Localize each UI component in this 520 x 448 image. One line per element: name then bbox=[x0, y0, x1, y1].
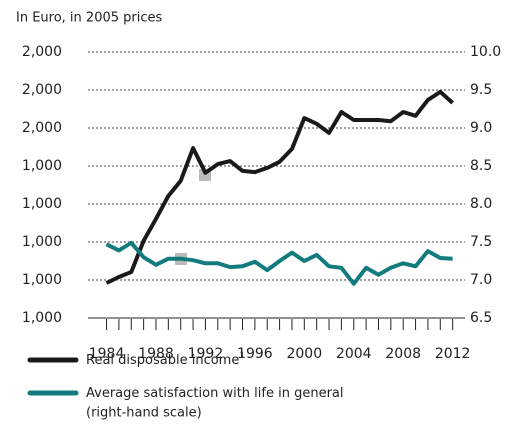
y2-tick-label: 9.5 bbox=[470, 82, 492, 98]
legend-label: Average satisfaction with life in genera… bbox=[86, 386, 344, 401]
y2-tick-label: 6.5 bbox=[470, 310, 492, 326]
y-tick-label: 1,000 bbox=[22, 158, 62, 174]
x-tick-label: 1996 bbox=[237, 346, 273, 362]
y-tick-label: 1,000 bbox=[22, 234, 62, 250]
legend-name: Real disposable income bbox=[86, 353, 239, 368]
y-tick-label: 2,000 bbox=[22, 44, 62, 60]
x-tick-label: 2008 bbox=[385, 346, 421, 362]
y2-tick-label: 7.5 bbox=[470, 234, 492, 250]
x-tick-label: 1988 bbox=[138, 346, 174, 362]
y2-tick-label: 8.0 bbox=[470, 196, 492, 212]
y2-tick-label: 8.5 bbox=[470, 158, 492, 174]
y-tick-label: 1,000 bbox=[22, 196, 62, 212]
y-tick-label: 2,000 bbox=[22, 120, 62, 136]
y-tick-label: 2,000 bbox=[22, 82, 62, 98]
legend-label: Real disposable income1 bbox=[86, 351, 245, 368]
y-tick-label: 1,000 bbox=[22, 310, 62, 326]
series-line bbox=[105, 240, 453, 286]
series-line bbox=[105, 89, 454, 285]
legend-note: 1 bbox=[239, 351, 245, 361]
axis-label: In Euro, in 2005 prices bbox=[16, 11, 162, 26]
x-tick-label: 2004 bbox=[336, 346, 372, 362]
x-tick-label: 1992 bbox=[188, 346, 224, 362]
y2-tick-label: 10.0 bbox=[470, 44, 501, 60]
legend-name: Average satisfaction with life in genera… bbox=[86, 386, 344, 401]
x-tick-label: 1984 bbox=[89, 346, 125, 362]
legend-note: (right-hand scale) bbox=[86, 406, 202, 421]
y-tick-label: 1,000 bbox=[22, 272, 62, 288]
y2-tick-label: 9.0 bbox=[470, 120, 492, 136]
x-tick-label: 2000 bbox=[286, 346, 322, 362]
x-tick-label: 2012 bbox=[435, 346, 471, 362]
y2-tick-label: 7.0 bbox=[470, 272, 492, 288]
